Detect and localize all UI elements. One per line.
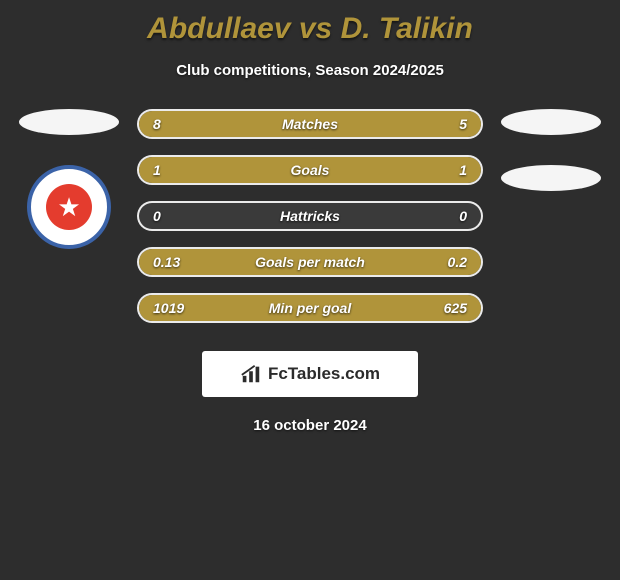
stat-value-right: 0 [459, 208, 467, 224]
left-player-column: ★ [19, 109, 119, 249]
stat-label: Min per goal [269, 300, 351, 316]
stat-label: Matches [282, 116, 338, 132]
right-player-column [501, 109, 601, 191]
player-photo-placeholder [19, 109, 119, 135]
stat-value-right: 1 [459, 162, 467, 178]
stat-value-right: 0.2 [448, 254, 467, 270]
stat-bar: 1 Goals 1 [137, 155, 483, 185]
comparison-bars: 8 Matches 5 1 Goals 1 0 Hattricks 0 0.13 Goals per… [137, 109, 483, 323]
club-badge-center: ★ [46, 184, 92, 230]
bar-chart-icon [240, 363, 262, 385]
brand-text: FcTables.com [268, 364, 380, 384]
stat-value-right: 625 [444, 300, 467, 316]
stat-bar: 0.13 Goals per match 0.2 [137, 247, 483, 277]
stat-bar: 1019 Min per goal 625 [137, 293, 483, 323]
stat-value-left: 8 [153, 116, 161, 132]
star-icon: ★ [57, 194, 80, 220]
bar-fill-left [139, 157, 310, 183]
stat-label: Hattricks [280, 208, 340, 224]
club-badge-placeholder [501, 165, 601, 191]
stat-value-left: 1019 [153, 300, 184, 316]
brand-logo: FcTables.com [202, 351, 418, 397]
stat-label: Goals [291, 162, 330, 178]
stat-value-left: 0.13 [153, 254, 180, 270]
club-badge: ★ [27, 165, 111, 249]
page-subtitle: Club competitions, Season 2024/2025 [0, 62, 620, 79]
footer-date: 16 october 2024 [0, 417, 620, 434]
bar-fill-right [310, 157, 481, 183]
comparison-infographic: Abdullaev vs D. Talikin Club competition… [0, 0, 620, 434]
stat-bar: 8 Matches 5 [137, 109, 483, 139]
page-title: Abdullaev vs D. Talikin [0, 12, 620, 46]
stat-value-left: 1 [153, 162, 161, 178]
stat-label: Goals per match [255, 254, 365, 270]
stat-value-right: 5 [459, 116, 467, 132]
stat-bar: 0 Hattricks 0 [137, 201, 483, 231]
stat-value-left: 0 [153, 208, 161, 224]
player-photo-placeholder [501, 109, 601, 135]
main-row: ★ 8 Matches 5 1 Goals 1 0 Hattricks 0 0.13 Goals p… [0, 109, 620, 323]
